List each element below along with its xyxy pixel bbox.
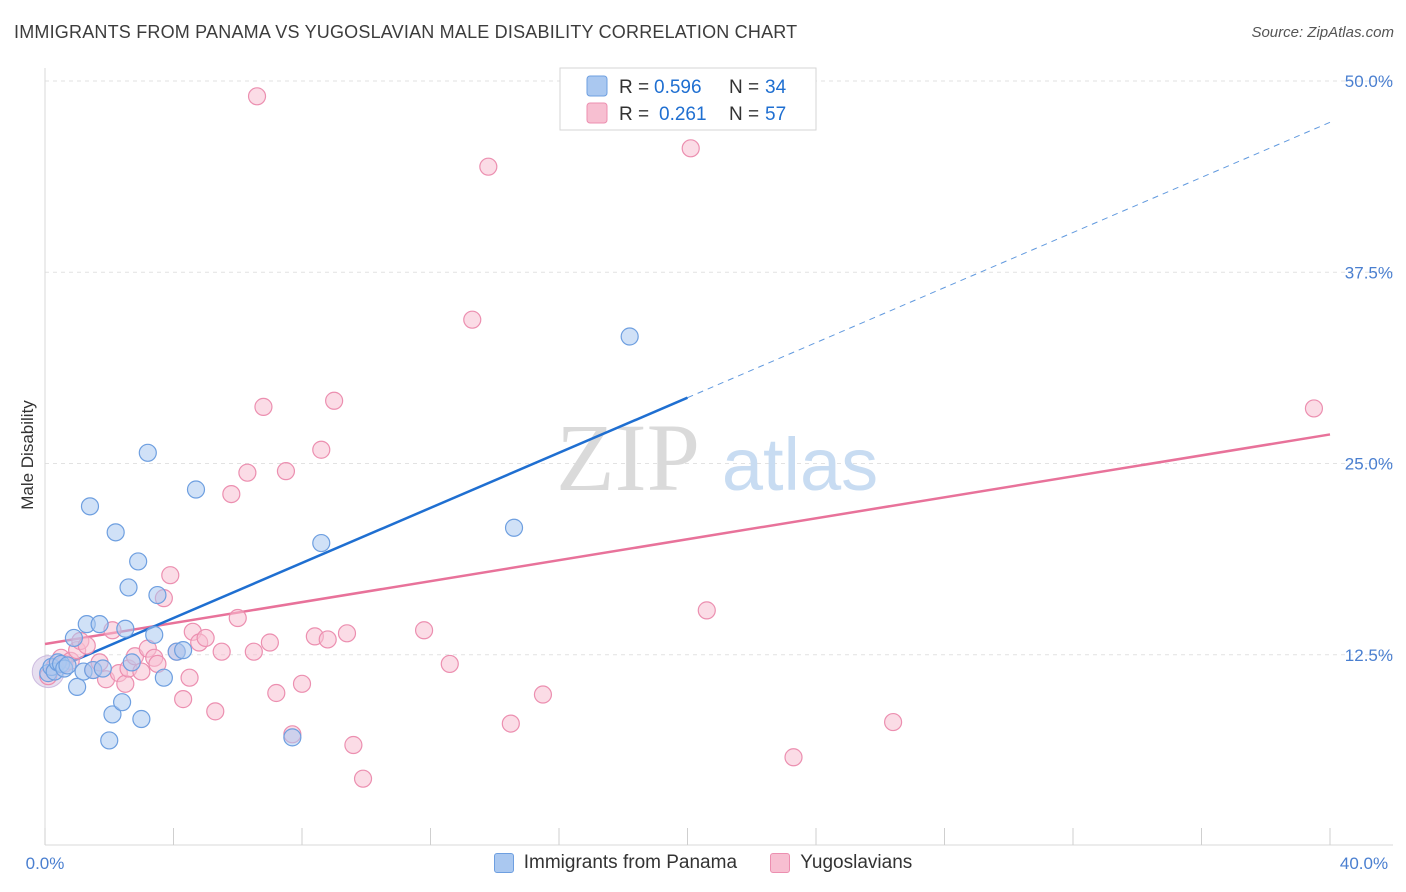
point-yugoslavians-27 — [196, 628, 215, 648]
point-panama-20 — [119, 578, 138, 597]
point-yugoslavians-56 — [784, 748, 803, 767]
point-yugoslavians-49 — [440, 654, 459, 674]
point-yugoslavians-35 — [254, 397, 273, 416]
legend-n-label-1: N = — [729, 77, 759, 98]
point-panama-31 — [283, 728, 302, 747]
legend-swatch-pink — [586, 102, 608, 124]
point-panama-27 — [154, 668, 173, 687]
legend-n-value-2: 57 — [765, 104, 786, 125]
point-yugoslavians-52 — [501, 714, 520, 733]
point-yugoslavians-55 — [697, 601, 716, 620]
point-panama-18 — [112, 693, 132, 712]
point-yugoslavians-33 — [244, 642, 263, 661]
legend-n-label-2: N = — [729, 104, 759, 125]
stats-legend: R = 0.596 N = 34 R = 0.261 N = 57 — [559, 67, 817, 131]
legend-swatch-yugoslavians — [770, 853, 791, 873]
source-label: Source: ZipAtlas.com — [1251, 24, 1394, 41]
axes — [44, 68, 1393, 846]
watermark-zip: ZIP — [556, 404, 700, 511]
x-tick-label-0: 0.0% — [26, 854, 65, 873]
point-panama-22 — [129, 552, 148, 571]
point-yugoslavians-32 — [238, 463, 257, 482]
series-legend: Immigrants from Panama Yugoslavians — [0, 852, 1406, 879]
legend-n-value-1: 34 — [765, 77, 787, 98]
point-panama-21 — [122, 653, 141, 672]
point-yugoslavians-37 — [267, 683, 286, 703]
point-panama-33 — [504, 518, 524, 537]
y-tick-labels: 12.5% 25.0% 37.5% 50.0% — [1345, 72, 1393, 665]
point-yugoslavians-13 — [116, 674, 135, 693]
point-yugoslavians-28 — [206, 702, 225, 721]
y-tick-label-2: 37.5% — [1345, 263, 1393, 282]
legend-r-label-2: R = — [619, 104, 649, 125]
legend-r-value-2: 0.261 — [659, 104, 707, 125]
point-panama-14 — [93, 659, 112, 678]
point-yugoslavians-34 — [247, 87, 267, 106]
x-tick-label-1: 40.0% — [1340, 854, 1388, 873]
point-panama-24 — [138, 443, 157, 462]
point-yugoslavians-24 — [180, 668, 199, 687]
point-panama-25 — [145, 625, 164, 644]
point-yugoslavians-48 — [414, 621, 434, 640]
point-yugoslavians-58 — [1304, 399, 1324, 418]
legend-label-yugoslavians: Yugoslavians — [800, 852, 913, 873]
point-yugoslavians-30 — [222, 485, 241, 504]
watermark-atlas: atlas — [722, 423, 878, 506]
point-panama-13 — [90, 615, 109, 634]
trend-line-panama — [44, 396, 688, 675]
legend-swatch-blue — [586, 75, 608, 97]
legend-r-label-1: R = — [619, 77, 649, 98]
y-tick-label-1: 25.0% — [1345, 455, 1393, 474]
point-yugoslavians-50 — [463, 310, 482, 329]
grid-lines — [45, 80, 1393, 656]
watermark: ZIP atlas — [556, 404, 878, 511]
point-yugoslavians-44 — [325, 391, 344, 410]
chart-title: IMMIGRANTS FROM PANAMA VS YUGOSLAVIAN MA… — [14, 22, 798, 42]
point-panama-30 — [186, 480, 206, 499]
legend-swatch-panama — [493, 853, 514, 873]
point-panama-17 — [106, 523, 125, 542]
point-yugoslavians-53 — [533, 685, 553, 704]
point-yugoslavians-42 — [312, 440, 331, 459]
point-panama-34 — [620, 327, 639, 346]
point-panama-32 — [312, 533, 331, 553]
point-yugoslavians-54 — [681, 139, 700, 158]
point-panama-6 — [58, 656, 77, 675]
legend-item-panama[interactable]: Immigrants from Panama — [493, 852, 738, 874]
point-panama-23 — [132, 709, 151, 729]
point-yugoslavians-46 — [344, 735, 363, 755]
trend-line-panama-extension — [687, 121, 1331, 399]
point-panama-15 — [100, 731, 119, 750]
y-tick-label-0: 12.5% — [1345, 646, 1393, 665]
point-yugoslavians-45 — [337, 624, 357, 643]
point-yugoslavians-43 — [318, 630, 337, 649]
point-panama-8 — [68, 677, 87, 696]
point-yugoslavians-21 — [161, 566, 180, 585]
point-panama-29 — [174, 641, 193, 660]
point-yugoslavians-47 — [353, 769, 373, 788]
point-yugoslavians-40 — [292, 674, 312, 693]
point-panama-26 — [148, 585, 167, 605]
legend-r-value-1: 0.596 — [654, 77, 702, 98]
y-tick-label-3: 50.0% — [1345, 72, 1393, 91]
point-yugoslavians-57 — [883, 712, 903, 732]
point-panama-19 — [116, 619, 135, 638]
point-yugoslavians-36 — [260, 633, 279, 652]
legend-label-panama: Immigrants from Panama — [523, 852, 738, 873]
point-yugoslavians-23 — [174, 690, 193, 709]
data-points — [31, 87, 1324, 788]
point-yugoslavians-29 — [212, 642, 231, 661]
legend-item-yugoslavians[interactable]: Yugoslavians — [770, 852, 912, 874]
point-yugoslavians-51 — [479, 157, 498, 176]
point-panama-7 — [64, 628, 84, 648]
trend-line-yugoslavians — [44, 433, 1331, 646]
point-yugoslavians-31 — [228, 608, 247, 628]
point-panama-16 — [103, 705, 122, 724]
point-panama-11 — [80, 497, 100, 516]
trend-lines — [44, 121, 1331, 675]
point-yugoslavians-38 — [276, 462, 296, 481]
x-tick-labels: 0.0% 40.0% — [26, 854, 1388, 873]
